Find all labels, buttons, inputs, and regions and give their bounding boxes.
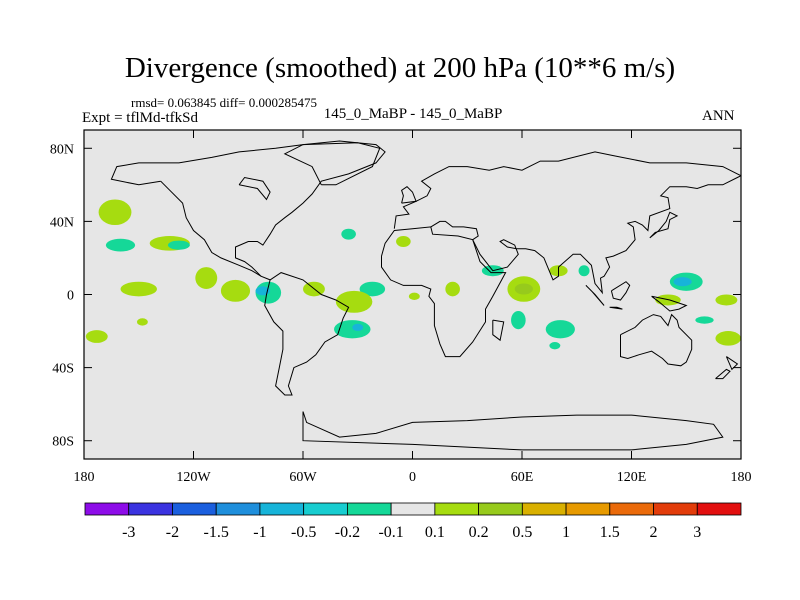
x-tick-label: 120E xyxy=(617,470,647,485)
colorbar-label: 1.5 xyxy=(600,524,620,541)
cases-label: 145_0_MaBP - 145_0_MaBP xyxy=(323,106,503,122)
y-tick-label: 80N xyxy=(50,142,74,157)
rmsd-diff-stats: rmsd= 0.063845 diff= 0.000285475 xyxy=(131,95,317,110)
colorbar-label: -2 xyxy=(166,524,179,541)
x-tick-label: 60W xyxy=(289,470,317,485)
colorbar-label: -0.1 xyxy=(378,524,403,541)
coastline xyxy=(472,175,742,295)
coastline xyxy=(649,211,679,239)
colorbar-swatch xyxy=(521,502,567,516)
coastline xyxy=(381,226,507,358)
anomaly-region xyxy=(85,330,108,343)
colorbar-swatch xyxy=(303,502,348,516)
colorbar-swatch xyxy=(565,502,611,516)
anomaly-region xyxy=(359,281,386,297)
x-tick-label: 0 xyxy=(409,470,416,485)
anomaly-region xyxy=(578,265,590,277)
colorbar-label: 0.1 xyxy=(425,524,445,541)
colorbar-swatch xyxy=(128,502,173,516)
coastline xyxy=(585,285,605,306)
coastline xyxy=(110,140,386,281)
x-tick-label: 120W xyxy=(176,470,211,485)
coastline xyxy=(302,411,724,451)
anomaly-region xyxy=(334,320,371,339)
coastline xyxy=(264,272,350,396)
y-tick-label: 40S xyxy=(52,362,74,377)
anomaly-region xyxy=(545,320,575,339)
colorbar-swatch xyxy=(696,502,742,516)
x-tick-label: 60E xyxy=(511,470,534,485)
anomaly-region xyxy=(105,238,136,252)
colorbar-label: 1 xyxy=(562,524,570,541)
anomaly-region xyxy=(695,316,714,324)
colorbar-swatch xyxy=(609,502,654,516)
colorbar-label: 0.5 xyxy=(512,524,532,541)
coastline xyxy=(401,186,417,204)
anomaly-region xyxy=(220,279,251,302)
anomaly-region xyxy=(408,292,420,300)
anomaly-region xyxy=(120,281,157,297)
coastline xyxy=(492,319,505,342)
colorbar-swatch xyxy=(215,502,261,516)
colorbar-swatch xyxy=(478,502,523,516)
season-label: ANN xyxy=(702,108,735,124)
colorbar-label: 3 xyxy=(693,524,701,541)
anomaly-region xyxy=(352,323,364,332)
anomaly-region xyxy=(195,267,218,290)
colorbar-swatch xyxy=(346,502,392,516)
colorbar-label: -1.5 xyxy=(204,524,229,541)
experiment-label: Expt = tflMd-tfkSd xyxy=(82,110,198,126)
colorbar-label: 0.2 xyxy=(469,524,489,541)
colorbar-swatch xyxy=(434,502,480,516)
colorbar-swatch xyxy=(172,502,217,516)
coastline xyxy=(283,142,381,186)
colorbar-swatch xyxy=(653,502,698,516)
colorbar-label: -3 xyxy=(122,524,135,541)
chart-title: Divergence (smoothed) at 200 hPa (10**6 … xyxy=(124,52,676,84)
anomaly-region xyxy=(396,236,411,247)
y-tick-label: 0 xyxy=(67,289,74,304)
coastline xyxy=(715,368,731,380)
anomaly-region xyxy=(549,342,561,350)
y-tick-label: 80S xyxy=(52,435,74,450)
anomaly-region xyxy=(715,294,738,306)
anomaly-region xyxy=(335,290,373,313)
colorbar-swatch xyxy=(390,502,436,516)
anomaly-region xyxy=(98,199,132,226)
anomaly-region xyxy=(136,318,148,326)
colorbar-label: -1 xyxy=(253,524,266,541)
colorbar-label: -0.2 xyxy=(335,524,360,541)
colorbar-swatch xyxy=(84,502,130,516)
coastline xyxy=(609,306,623,310)
anomaly-region xyxy=(511,310,526,330)
colorbar-label: -0.5 xyxy=(291,524,316,541)
coastline xyxy=(725,356,739,371)
coastline xyxy=(430,220,479,241)
anomaly-region xyxy=(445,281,460,297)
y-tick-label: 40N xyxy=(50,215,74,230)
x-tick-label: 180 xyxy=(74,470,95,485)
coastline xyxy=(393,151,742,229)
anomaly-region xyxy=(167,240,190,250)
x-tick-label: 180 xyxy=(731,470,752,485)
coastline xyxy=(651,295,688,312)
anomaly-region xyxy=(715,331,741,346)
coastline xyxy=(610,281,631,301)
coastline xyxy=(620,313,693,367)
anomaly-region xyxy=(673,277,692,287)
colorbar-label: 2 xyxy=(650,524,658,541)
anomaly-region xyxy=(514,283,533,295)
anomaly-region xyxy=(341,228,356,240)
colorbar-swatch xyxy=(259,502,305,516)
coastline xyxy=(238,176,271,201)
coastline xyxy=(160,180,262,277)
